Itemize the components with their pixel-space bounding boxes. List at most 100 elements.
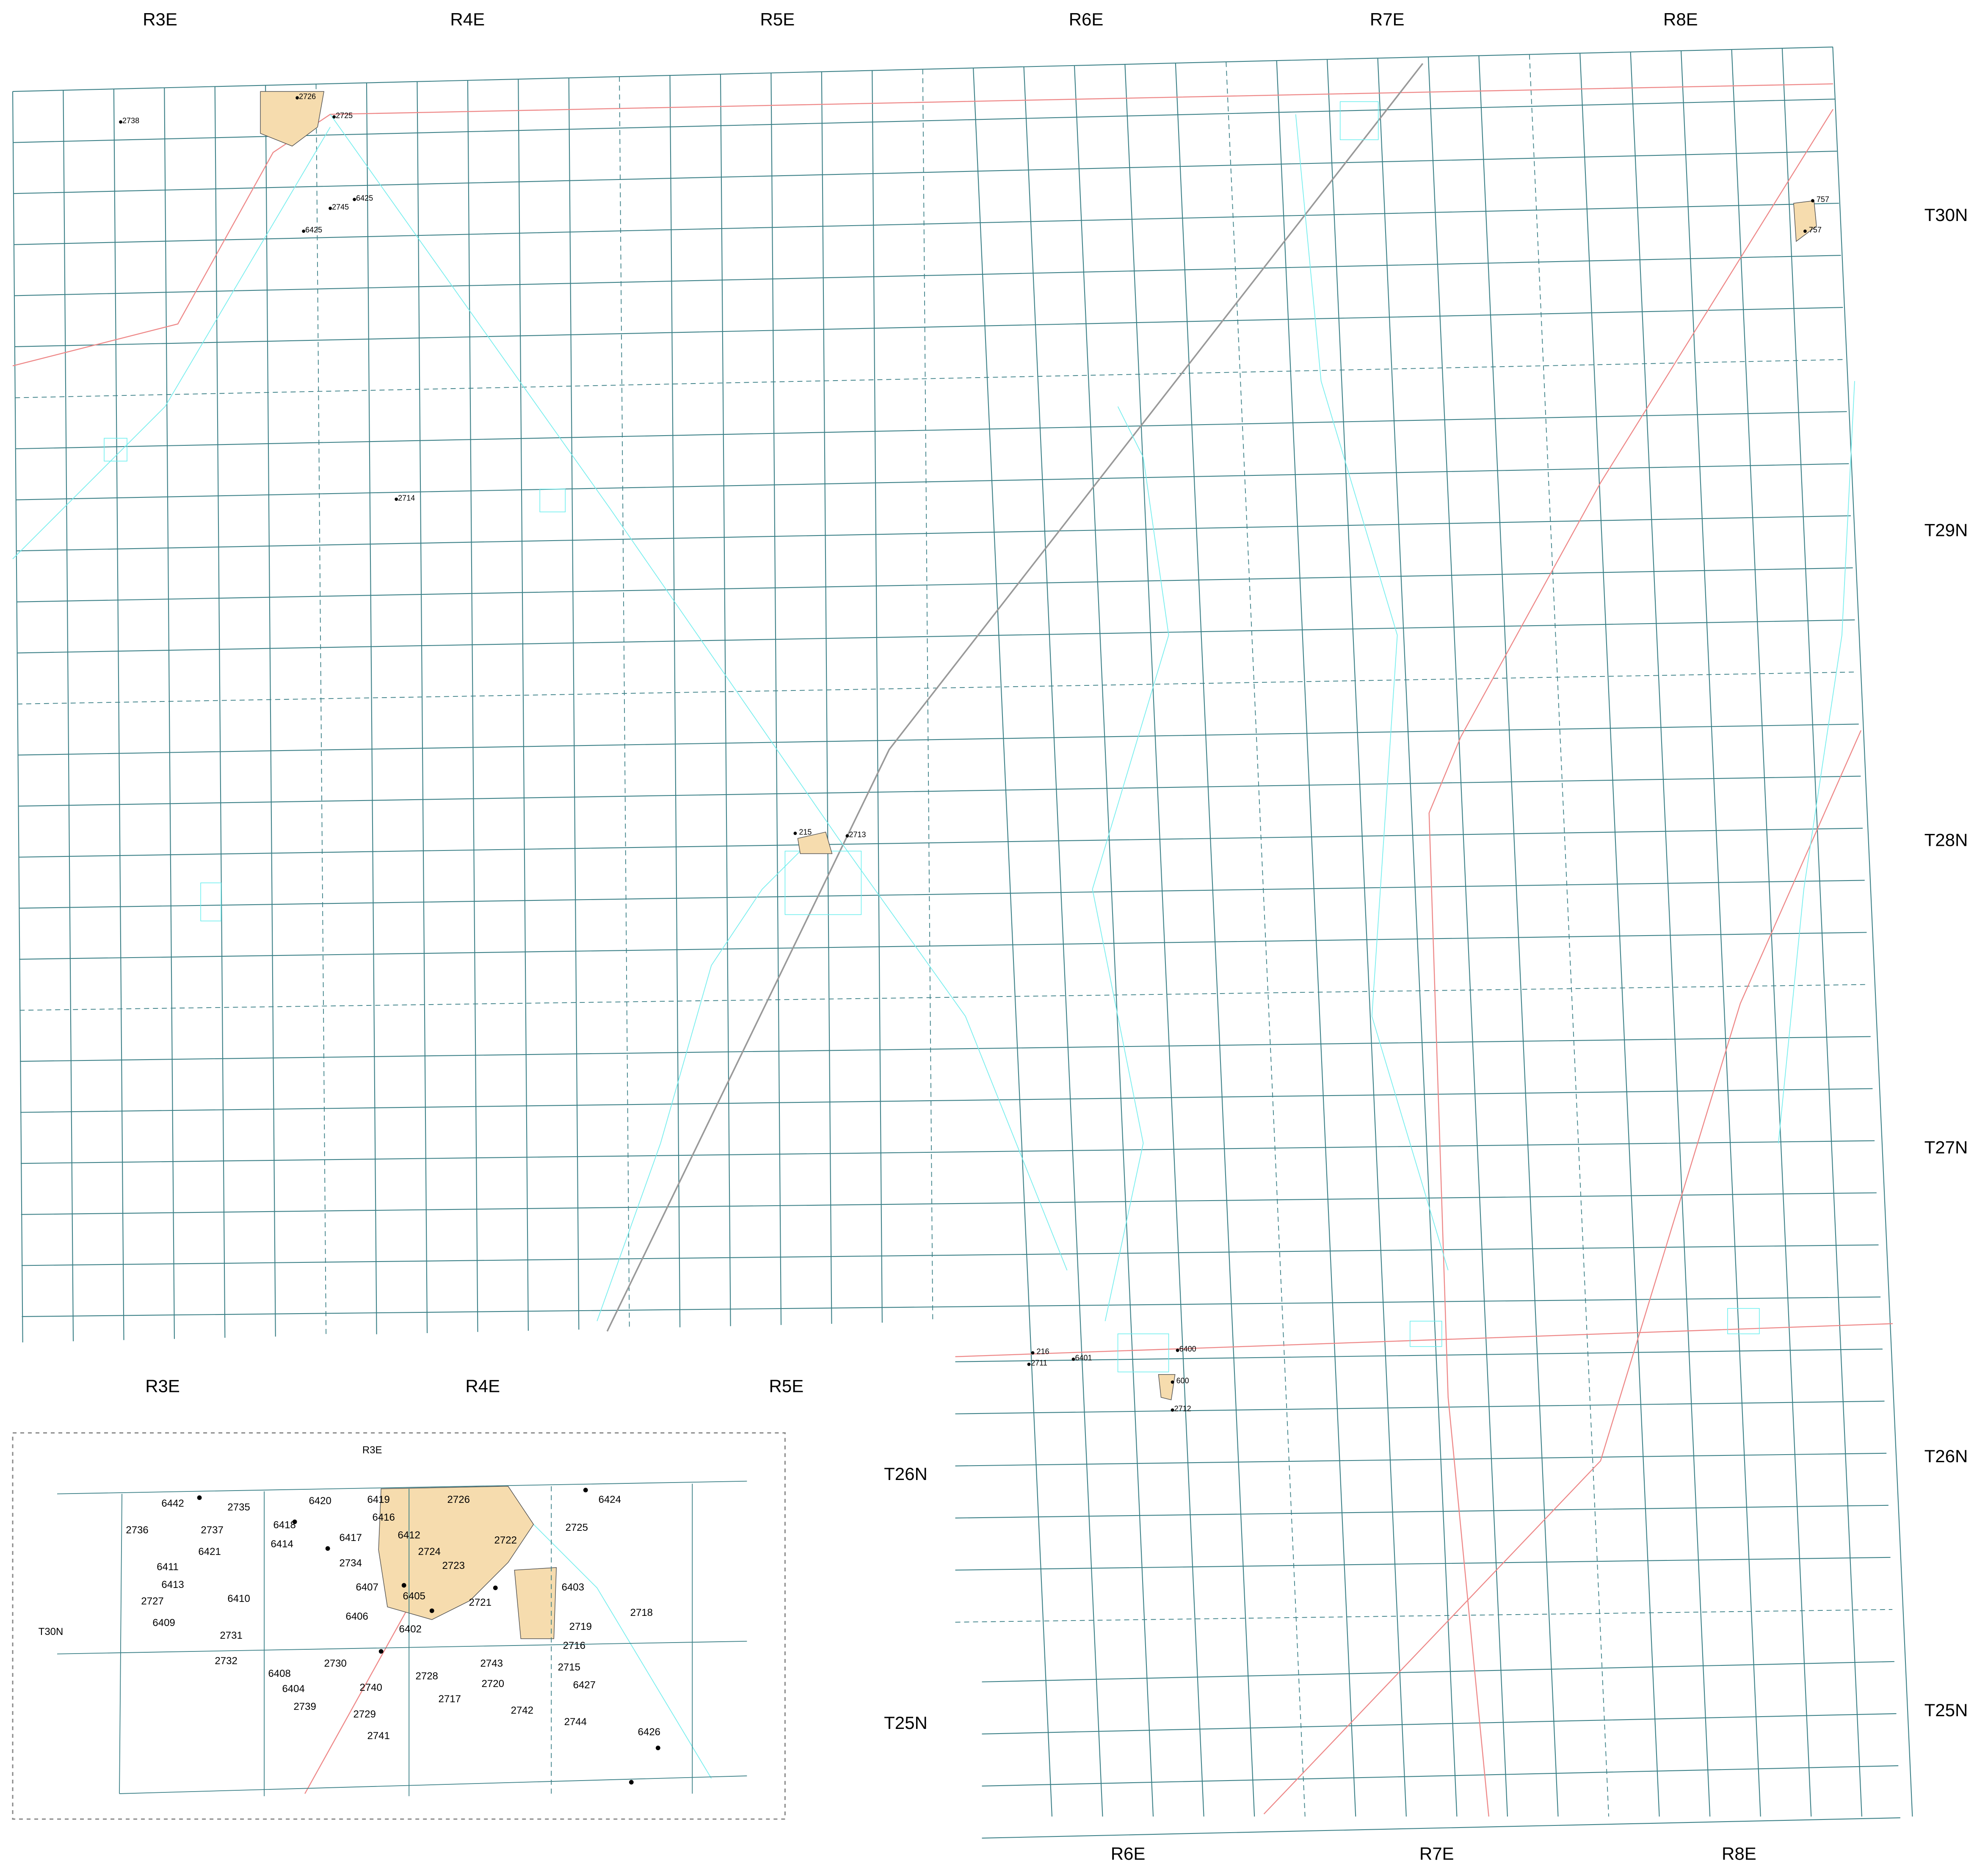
section-line — [982, 1713, 1897, 1734]
section-line — [315, 84, 327, 1336]
section-line — [14, 203, 1839, 245]
well-symbol — [655, 1745, 660, 1751]
section-line — [19, 932, 1867, 960]
section-line — [22, 1296, 1881, 1317]
range-label: R4E — [450, 9, 485, 29]
section-line — [12, 47, 1833, 92]
section-line — [18, 776, 1861, 807]
well-symbol — [1811, 199, 1814, 203]
range-label: R7E — [1370, 9, 1405, 29]
inset-well-label: 6418 — [273, 1519, 295, 1531]
range-label: R3E — [145, 1376, 180, 1396]
inset-well-label: 2739 — [293, 1701, 316, 1712]
inset-well-label: 6417 — [339, 1532, 362, 1543]
inset-well-label: 2725 — [566, 1522, 588, 1533]
township-label: T25N — [884, 1713, 928, 1733]
range-label: R6E — [1111, 1844, 1146, 1861]
inset-well-label: 6426 — [638, 1726, 660, 1738]
well-label: 6401 — [1075, 1354, 1092, 1362]
well-symbol — [429, 1608, 434, 1613]
section-line — [1427, 57, 1508, 1817]
section-line — [14, 307, 1843, 348]
township-label: T30N — [1924, 205, 1968, 225]
section-line — [619, 77, 630, 1329]
well-symbol — [493, 1585, 498, 1590]
section-line — [17, 723, 1859, 756]
inset-well-label: 6424 — [599, 1494, 621, 1505]
inset-well-label: 2740 — [359, 1682, 382, 1693]
inset-well-label: 2743 — [480, 1658, 503, 1669]
well-label: 600 — [1176, 1377, 1189, 1385]
section-line — [955, 1609, 1893, 1623]
section-line — [13, 151, 1837, 194]
section-line — [1175, 63, 1255, 1817]
section-line — [13, 99, 1835, 143]
section-line — [366, 83, 377, 1334]
labels: R3E R4E R5E R6E R7E R8E R3E R4E R5E R6E R7E R8E T30N… — [39, 9, 1968, 1861]
section-grid — [12, 47, 1913, 1839]
range-label: R5E — [760, 9, 795, 29]
section-line — [63, 90, 74, 1342]
section-line — [19, 984, 1869, 1011]
section-line — [568, 78, 580, 1330]
inset-well-label: 6442 — [161, 1498, 184, 1509]
well-symbol — [353, 198, 356, 202]
inset-township-label: T30N — [39, 1626, 64, 1637]
well-symbol — [583, 1488, 588, 1493]
inset-grid — [57, 1480, 747, 1796]
section-line — [20, 1036, 1871, 1062]
inset-well-label: 2718 — [630, 1607, 653, 1618]
section-line — [518, 79, 529, 1331]
well-label: 2726 — [299, 92, 316, 101]
well-symbol — [197, 1495, 202, 1500]
inset-well-label: 2715 — [558, 1662, 580, 1673]
well-symbol — [1071, 1357, 1075, 1361]
section-line — [16, 463, 1849, 500]
well-symbol — [292, 1519, 297, 1524]
well-label: 2712 — [1174, 1405, 1191, 1413]
range-label: R3E — [143, 9, 177, 29]
range-label: R4E — [465, 1376, 500, 1396]
section-line — [12, 91, 23, 1343]
inset-well-label: 6406 — [345, 1611, 368, 1622]
well-label: 215 — [799, 828, 812, 836]
inset-well-label: 2736 — [126, 1524, 148, 1536]
well-symbol — [325, 1546, 330, 1551]
inset-well-label: 2742 — [511, 1705, 533, 1716]
section-line — [955, 1400, 1885, 1414]
township-label: T25N — [1924, 1700, 1968, 1720]
section-line — [955, 1557, 1891, 1571]
well-symbol — [332, 115, 336, 119]
well-symbol — [845, 834, 849, 838]
well-symbol — [295, 96, 299, 99]
inset-well-label: 2741 — [367, 1730, 389, 1742]
section-line — [1781, 48, 1862, 1817]
well-symbol — [1027, 1362, 1031, 1366]
section-line — [1276, 61, 1356, 1817]
inset-range-label: R3E — [362, 1444, 382, 1456]
section-line — [467, 80, 478, 1332]
inset-well-label: 6414 — [271, 1538, 293, 1550]
section-line — [1630, 52, 1711, 1817]
well-symbol — [1171, 1380, 1174, 1384]
section-line — [265, 85, 276, 1337]
section-line — [17, 619, 1855, 654]
inset-well-label: 6402 — [399, 1624, 422, 1635]
well-label: 6425 — [305, 226, 322, 234]
inset-well-label: 2730 — [324, 1658, 346, 1669]
well-label: 757 — [1817, 195, 1829, 204]
inset-well-label: 6409 — [152, 1617, 175, 1629]
well-label: 2745 — [332, 203, 349, 211]
inset-well-label: 2728 — [416, 1670, 438, 1682]
inset-well-label: 2720 — [482, 1678, 504, 1690]
township-label: T29N — [1924, 520, 1968, 540]
well-label: 2738 — [122, 116, 139, 125]
well-areas — [260, 91, 1817, 1639]
range-label: R8E — [1722, 1844, 1756, 1861]
inset-well-label: 2734 — [339, 1557, 362, 1569]
section-line — [821, 72, 832, 1324]
inset-well-label: 6410 — [227, 1593, 250, 1604]
section-line — [1327, 59, 1407, 1817]
